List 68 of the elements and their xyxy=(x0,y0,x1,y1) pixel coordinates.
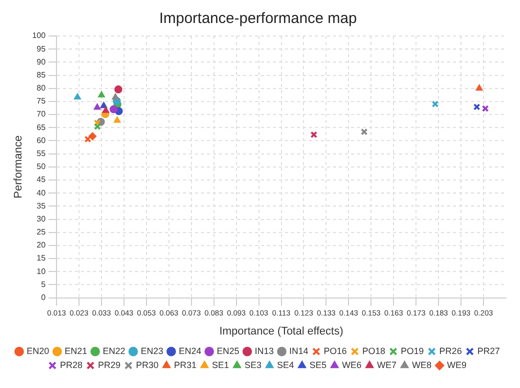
legend-label: PR31 xyxy=(174,360,196,370)
legend-label: PR29 xyxy=(98,360,120,370)
y-tick-label: 100 xyxy=(32,31,46,40)
legend-label: SE1 xyxy=(212,360,230,370)
y-tick-label: 95 xyxy=(36,44,46,54)
legend-label: EN20 xyxy=(26,346,50,356)
y-tick-label: 30 xyxy=(36,214,46,224)
y-tick-label: 45 xyxy=(36,175,46,184)
point xyxy=(102,106,110,113)
y-tick-label: 70 xyxy=(36,110,46,119)
point xyxy=(100,102,108,108)
legend-label: IN14 xyxy=(289,346,308,356)
y-tick-label: 50 xyxy=(36,162,46,172)
point xyxy=(94,103,101,110)
y-axis-title: Performance xyxy=(12,135,25,198)
legend-label: PR26 xyxy=(439,346,462,356)
legend-label: WE6 xyxy=(342,360,362,370)
legend-label: PO19 xyxy=(400,346,424,356)
y-tick-label: 60 xyxy=(36,136,46,145)
point xyxy=(482,105,489,112)
y-tick-label: 35 xyxy=(36,201,46,210)
point xyxy=(473,103,480,110)
legend-label: PR30 xyxy=(136,360,158,370)
legend-label: EN21 xyxy=(64,346,88,356)
y-tick-label: 15 xyxy=(36,254,46,263)
legend-label: WE8 xyxy=(412,360,432,370)
legend-label: WE7 xyxy=(377,360,397,370)
legend-label: PO16 xyxy=(324,346,347,356)
point xyxy=(110,105,118,114)
legend-label: PR28 xyxy=(60,360,82,370)
point xyxy=(310,131,318,138)
point xyxy=(74,93,81,100)
y-tick-label: 10 xyxy=(36,266,46,276)
point xyxy=(112,93,119,100)
y-tick-label: 65 xyxy=(36,122,46,132)
point xyxy=(432,100,439,108)
legend-label: IN13 xyxy=(254,346,274,356)
legend-label: SE4 xyxy=(277,360,294,370)
y-tick-label: 5 xyxy=(41,280,46,289)
y-tick-label: 40 xyxy=(36,188,46,198)
y-tick-label: 90 xyxy=(36,57,46,66)
y-tick-label: 85 xyxy=(36,70,46,80)
legend-label: EN24 xyxy=(178,346,202,356)
legend-label: EN25 xyxy=(216,346,240,356)
legend-label: PO18 xyxy=(362,346,386,356)
point xyxy=(84,136,92,143)
point xyxy=(114,116,121,123)
point xyxy=(114,85,122,94)
y-tick-label: 20 xyxy=(36,240,46,250)
legend-label: SE3 xyxy=(244,360,262,370)
legend-label: SE5 xyxy=(310,360,327,370)
point xyxy=(88,132,97,140)
y-tick-label: 75 xyxy=(36,96,46,106)
legend-label: WE9 xyxy=(447,360,467,370)
legend-label: EN23 xyxy=(140,346,164,356)
point xyxy=(98,91,106,98)
point xyxy=(360,128,368,136)
y-tick-label: 0 xyxy=(41,293,46,302)
point xyxy=(94,123,101,130)
x-axis-title: Importance (Total effects) xyxy=(219,325,344,338)
y-tick-label: 80 xyxy=(36,84,46,93)
legend-label: EN22 xyxy=(102,346,126,356)
legend-label: PR27 xyxy=(477,346,500,356)
y-tick-label: 25 xyxy=(36,228,46,237)
y-tick-label: 55 xyxy=(36,149,46,158)
point xyxy=(94,119,101,126)
point xyxy=(476,84,483,91)
chart-title: Importance-performance map xyxy=(159,10,357,28)
